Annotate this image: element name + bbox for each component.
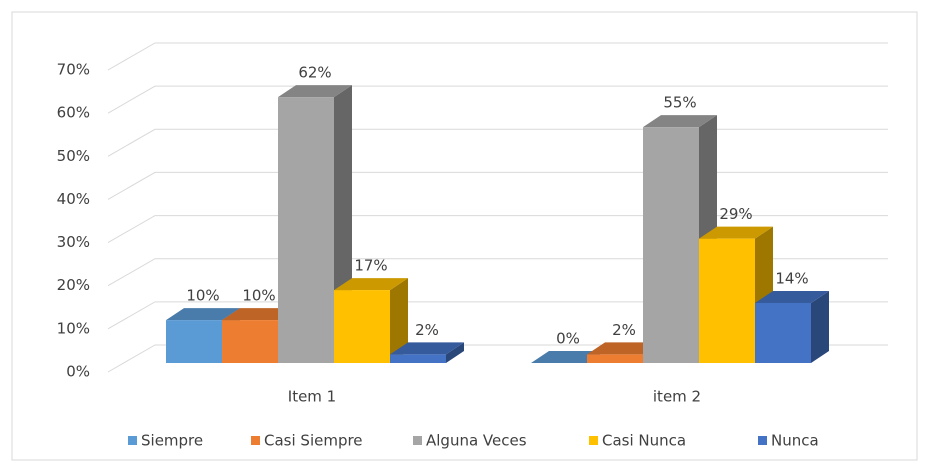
legend-label: Casi Nunca [602, 432, 686, 450]
data-label: 2% [415, 321, 439, 339]
legend-swatch [413, 436, 422, 445]
y-tick-label: 10% [57, 319, 90, 337]
y-tick-label: 70% [57, 61, 90, 79]
bar-top [587, 342, 661, 355]
legend-label: Alguna Veces [426, 432, 527, 450]
grid-line [107, 42, 888, 71]
bar [334, 290, 390, 363]
data-label: 17% [354, 257, 387, 275]
data-label: 62% [298, 64, 331, 82]
bar [390, 354, 446, 363]
y-tick-label: 30% [57, 233, 90, 251]
y-tick-label: 0% [66, 363, 90, 381]
grid-line [107, 85, 888, 114]
y-tick-label: 40% [57, 190, 90, 208]
legend-label: Casi Siempre [264, 432, 363, 450]
bar [755, 302, 811, 363]
chart-border [11, 11, 918, 461]
bar [699, 238, 755, 363]
legend-swatch [758, 436, 767, 445]
data-label: 55% [663, 94, 696, 112]
data-label: 29% [719, 205, 752, 223]
bar-top [755, 290, 829, 303]
bar-top [390, 342, 464, 355]
legend-label: Nunca [771, 432, 819, 450]
bar [222, 320, 278, 363]
x-tick-label: Item 1 [288, 388, 336, 406]
legend-swatch [589, 436, 598, 445]
bar-top [278, 85, 352, 98]
bar-top [643, 115, 717, 128]
x-tick-label: item 2 [653, 388, 701, 406]
bar-side [446, 342, 464, 363]
bar-side [390, 278, 408, 363]
legend-swatch [128, 436, 137, 445]
legend-swatch [251, 436, 260, 445]
bar-top [166, 308, 240, 321]
bar [278, 97, 334, 363]
bar-side [811, 290, 829, 363]
bar [643, 127, 699, 363]
bar [166, 320, 222, 363]
bar [587, 354, 643, 363]
data-label: 14% [775, 269, 808, 287]
bar-top [531, 351, 605, 363]
data-label: 10% [186, 287, 219, 305]
bar-top [699, 226, 773, 239]
bar-top [334, 278, 408, 291]
data-label: 2% [612, 321, 636, 339]
y-tick-label: 50% [57, 147, 90, 165]
legend-label: Siempre [141, 432, 203, 450]
data-label: 0% [556, 330, 580, 348]
y-tick-label: 20% [57, 276, 90, 294]
data-label: 10% [242, 287, 275, 305]
bar-top [222, 308, 296, 321]
y-tick-label: 60% [57, 104, 90, 122]
